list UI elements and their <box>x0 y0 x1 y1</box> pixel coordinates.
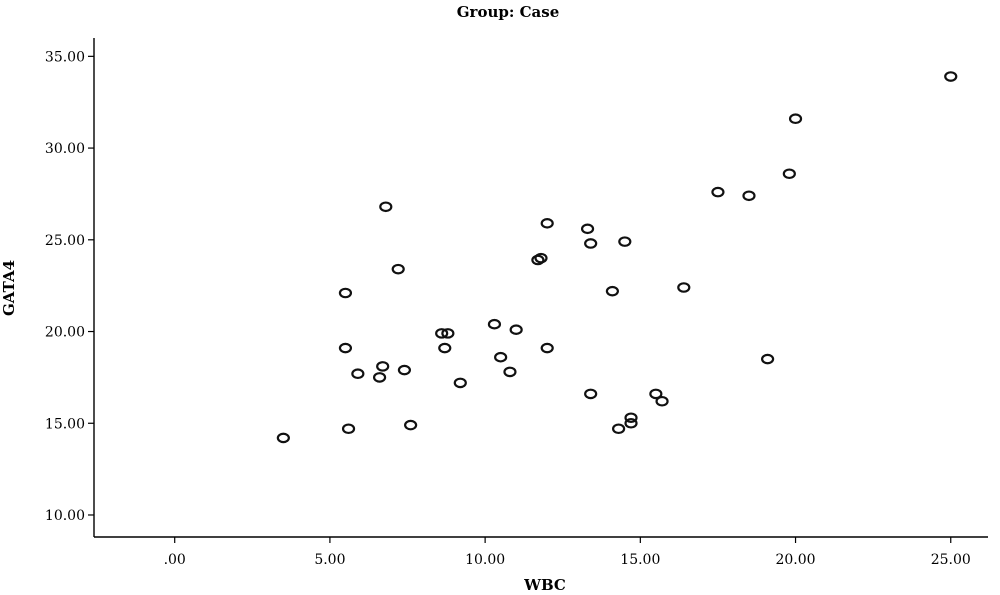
data-point <box>351 368 365 380</box>
data-point <box>677 282 691 293</box>
data-point <box>438 342 452 354</box>
y-tick-label: 25.00 <box>45 233 85 249</box>
data-point <box>534 252 548 264</box>
data-point <box>338 287 353 299</box>
x-axis-ticks: .00 5.00 10.00 15.00 20.00 25.00 <box>164 537 971 568</box>
y-tick-label: 20.00 <box>45 325 85 341</box>
data-point <box>531 254 545 266</box>
y-tick-label: 15.00 <box>45 416 85 432</box>
x-axis-label: WBC <box>523 576 566 594</box>
y-tick-label: 10.00 <box>45 508 85 524</box>
data-point <box>372 372 387 383</box>
x-tick-label: 25.00 <box>931 552 971 568</box>
data-point <box>788 113 803 125</box>
y-axis-label: GATA4 <box>0 260 18 316</box>
data-point <box>742 190 756 202</box>
x-tick-label: 15.00 <box>620 552 660 568</box>
data-point <box>509 324 523 335</box>
data-point <box>618 236 632 247</box>
data-point <box>540 342 554 354</box>
data-point <box>338 342 353 354</box>
data-point <box>441 328 455 339</box>
data-point <box>655 395 669 407</box>
data-point <box>487 318 502 330</box>
data-point <box>944 71 958 82</box>
data-point <box>612 423 626 435</box>
x-tick-label: 10.00 <box>465 552 505 568</box>
y-tick-label: 35.00 <box>45 49 85 65</box>
y-axis-ticks: 10.00 15.00 20.00 25.00 30.00 35.00 <box>45 49 94 524</box>
data-point <box>453 377 467 389</box>
x-tick-label: .00 <box>164 552 186 568</box>
data-point <box>397 364 412 376</box>
data-points <box>276 71 958 444</box>
data-point <box>782 168 796 180</box>
chart-title: Group: Case <box>457 3 560 21</box>
data-point <box>435 328 449 339</box>
data-point <box>580 223 595 235</box>
data-point <box>341 423 356 435</box>
data-point <box>624 412 638 424</box>
data-point <box>494 351 508 363</box>
data-point <box>376 361 390 372</box>
data-point <box>540 217 554 229</box>
data-point <box>649 388 663 400</box>
data-point <box>711 186 725 198</box>
data-point <box>276 432 290 444</box>
y-tick-label: 30.00 <box>45 141 85 157</box>
data-point <box>404 419 418 431</box>
data-point <box>624 417 638 429</box>
x-tick-label: 20.00 <box>775 552 815 568</box>
data-point <box>391 263 405 275</box>
x-tick-label: 5.00 <box>314 552 345 568</box>
data-point <box>503 366 517 378</box>
data-point <box>584 388 598 400</box>
data-point <box>379 201 393 213</box>
data-point <box>761 353 775 365</box>
data-point <box>605 285 619 297</box>
data-point <box>584 238 598 249</box>
